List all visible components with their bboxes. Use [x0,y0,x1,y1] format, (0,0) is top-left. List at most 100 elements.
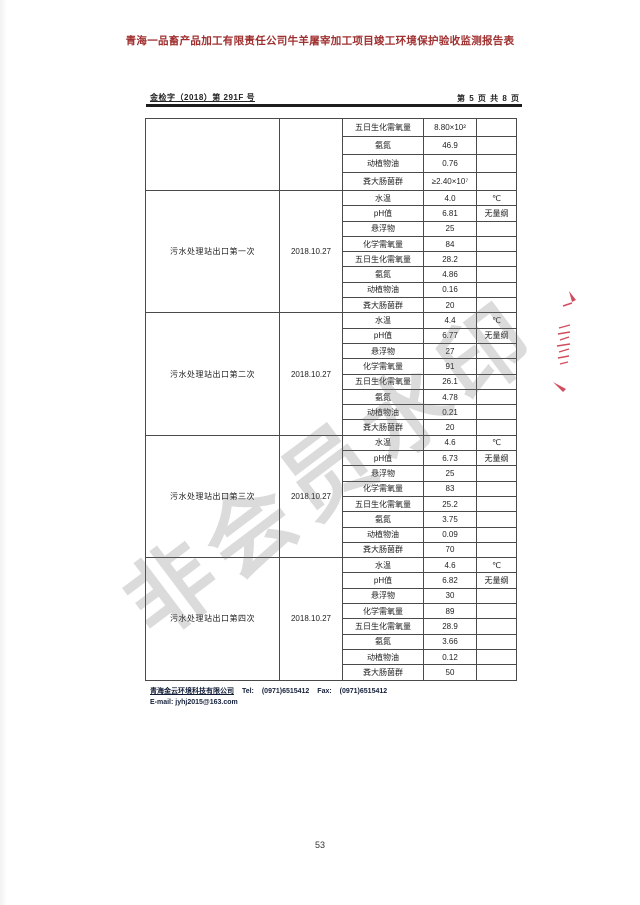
table-row: 粪大肠菌群 ≥2.40×10⁷ [146,172,517,191]
value-cell: 0.16 [423,281,477,299]
footer-fax-label: Fax: [317,688,332,695]
footer: 青海金云环境科技有限公司 Tel: (0971)6515412 Fax: (09… [150,686,530,706]
unit-cell [476,664,517,681]
value-cell: 0.12 [423,648,477,666]
parameter-cell: 水温 [342,434,424,452]
value-cell: 89 [423,603,477,620]
page-number: 53 [314,840,325,850]
unit-cell [476,618,517,635]
unit-cell [476,541,517,559]
table-row: 粪大肠菌群 50 [146,664,517,681]
unit-cell: 无量纲 [476,205,517,222]
unit-cell [476,172,517,191]
table-row: 五日生化需氧量 28.2 [146,251,517,268]
unit-cell [476,388,517,406]
unit-cell [476,154,517,173]
parameter-cell: 化学需氧量 [342,603,424,620]
parameter-cell: 动植物油 [342,526,424,543]
parameter-cell: 五日生化需氧量 [342,618,424,635]
unit-cell [476,511,517,528]
parameter-cell: 五日生化需氧量 [342,251,424,268]
date-cell: 2018.10.27 [279,312,343,436]
unit-cell [476,587,517,605]
value-cell: 83 [423,480,477,497]
parameter-cell: 氨氮 [342,633,424,650]
value-cell: 0.09 [423,526,477,543]
parameter-cell: 动植物油 [342,154,424,173]
table-row: 污水处理站出口第四次 2018.10.27 水温 4.6 ℃ [145,557,517,681]
site-cell: 污水处理站出口第三次 [145,434,280,559]
table-row: 动植物油 0.09 [146,526,517,543]
parameter-cell: 悬浮物 [342,587,424,605]
value-cell: 3.66 [423,633,477,650]
value-cell: 6.82 [423,572,477,589]
footer-email-label: E-mail: [150,699,174,706]
value-cell: 28.9 [423,618,477,635]
document-number: 金检字（2018）第 291F 号 [150,93,255,102]
value-cell: 4.4 [423,312,477,329]
unit-cell [476,358,517,375]
value-cell: 4.0 [423,189,477,207]
value-cell: 4.6 [423,557,477,574]
parameter-cell: 化学需氧量 [342,480,424,497]
unit-cell [476,480,517,497]
table-row: 粪大肠菌群 70 [146,541,517,559]
unit-cell [476,633,517,650]
table-row: 化学需氧量 91 [146,358,517,375]
unit-cell: ℃ [476,434,517,452]
value-cell: 20 [423,419,477,436]
parameter-cell: 氨氮 [342,388,424,406]
unit-cell [476,118,517,137]
date-cell: 2018.10.27 [279,434,343,559]
document-title: 青海一品畜产品加工有限责任公司牛羊屠宰加工项目竣工环境保护验收监测报告表 [125,35,515,47]
parameter-cell: 粪大肠菌群 [342,664,424,681]
unit-cell [476,297,517,314]
table-row: 污水处理站出口第三次 2018.10.27 水温 4.6 ℃ [145,434,517,559]
unit-cell [476,495,517,513]
value-cell: 20 [423,297,477,314]
unit-cell [476,419,517,436]
value-cell: 30 [423,587,477,605]
parameter-cell: 动植物油 [342,648,424,666]
unit-cell [476,266,517,283]
monitoring-table: 五日生化需氧量 8.80×10² 氨氮 46.9 动植物油 0.76 粪大肠菌群 ≥2.40×… [145,118,517,681]
table-row: 氨氮 46.9 [146,136,517,155]
value-cell: 46.9 [423,136,477,155]
unit-cell [476,404,517,421]
red-seal-fragment-icon [553,291,576,392]
unit-cell [476,373,517,390]
value-cell: 6.73 [423,450,477,467]
unit-cell [476,235,517,253]
unit-cell [476,526,517,543]
unit-cell: 无量纲 [476,450,517,467]
parameter-cell: 粪大肠菌群 [342,172,424,191]
value-cell: 84 [423,235,477,253]
value-cell: 3.75 [423,511,477,528]
unit-cell [476,251,517,268]
parameter-cell: 动植物油 [342,404,424,421]
parameter-cell: 水温 [342,312,424,329]
parameter-cell: 水温 [342,189,424,207]
value-cell: 4.78 [423,388,477,406]
site-cell: 污水处理站出口第四次 [145,557,280,681]
value-cell: 6.77 [423,327,477,344]
parameter-cell: 粪大肠菌群 [342,541,424,559]
table-row: 悬浮物 25 [146,220,517,237]
parameter-cell: 粪大肠菌群 [342,297,424,314]
footer-fax-value: (0971)6515412 [339,688,388,695]
value-cell: ≥2.40×10⁷ [423,172,477,191]
table-row: 氨氮 4.86 [146,266,517,283]
parameter-cell: pH值 [342,450,424,467]
table-row: 五日生化需氧量 8.80×10² [145,118,517,191]
parameter-cell: 化学需氧量 [342,235,424,253]
value-cell: 4.86 [423,266,477,283]
value-cell: 0.21 [423,404,477,421]
table-row: 化学需氧量 89 [146,603,517,620]
date-cell [279,118,343,191]
unit-cell [476,220,517,237]
table-row: pH值 6.82 无量纲 [146,572,517,589]
page-indicator: 第 5 页 共 8 页 [456,94,520,103]
unit-cell [476,465,517,482]
parameter-cell: pH值 [342,205,424,222]
value-cell: 25 [423,220,477,237]
